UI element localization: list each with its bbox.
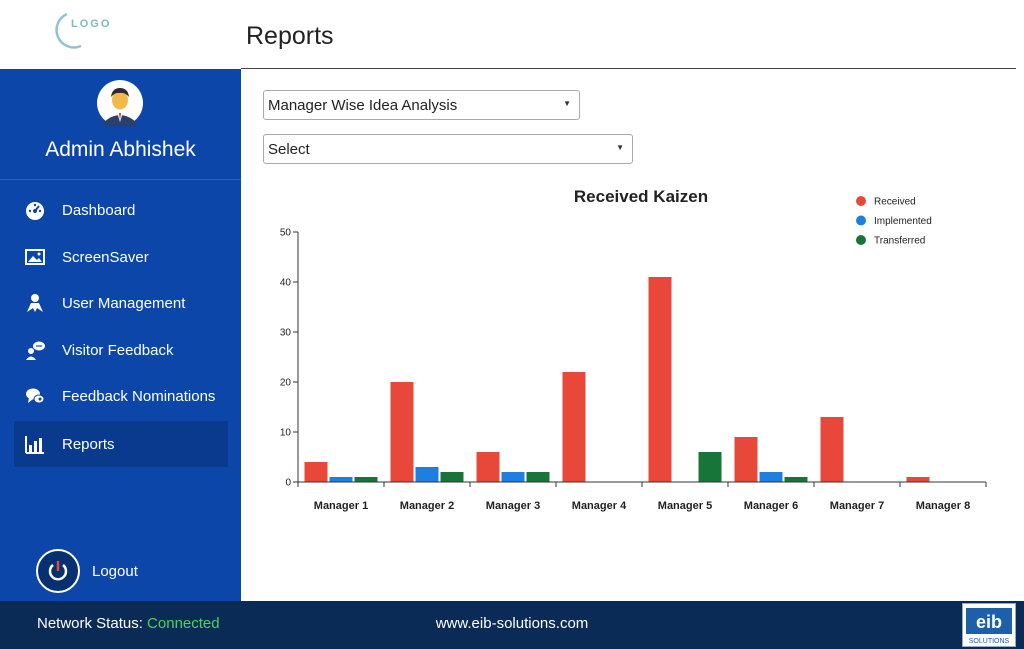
x-tick-label: Manager 5	[658, 500, 712, 512]
chevron-down-icon: ▼	[563, 99, 571, 108]
brand-logo-subtext: SOLUTIONS	[969, 638, 1010, 645]
chevron-down-icon: ▼	[616, 143, 624, 152]
sidebar-item-feedback-nominations[interactable]: Feedback Nominations	[14, 373, 228, 419]
sidebar-item-label: Dashboard	[62, 201, 136, 219]
bar-implemented-1	[329, 477, 353, 482]
report-type-value: Manager Wise Idea Analysis	[268, 96, 458, 114]
x-tick-label: Manager 6	[744, 500, 798, 512]
y-tick-label: 0	[285, 478, 291, 489]
legend-swatch-transferred	[856, 235, 866, 245]
chart-title: Received Kaizen	[574, 187, 708, 206]
sidebar-item-label: User Management	[62, 294, 186, 312]
y-axis: 0 10 20 30 40 50	[280, 228, 299, 489]
logout-button[interactable]: Logout	[36, 549, 138, 593]
x-tick-label: Manager 8	[916, 500, 970, 512]
bar-transferred-2	[440, 472, 464, 482]
x-tick-label: Manager 4	[572, 500, 627, 512]
sidebar-item-user-management[interactable]: User Management	[14, 280, 228, 326]
x-tick-label: Manager 3	[486, 500, 540, 512]
chart-bars	[304, 277, 930, 482]
user-icon	[24, 292, 46, 314]
report-type-select[interactable]: Manager Wise Idea Analysis ▼	[263, 90, 580, 120]
sidebar: Admin Abhishek Dashboard ScreenSaver Use…	[0, 69, 241, 601]
bar-transferred-6	[784, 477, 808, 482]
logo-arc-icon	[55, 12, 82, 49]
eib-logo: eib SOLUTIONS	[962, 603, 1016, 647]
bar-implemented-3	[501, 472, 525, 482]
received-kaizen-chart: Received Kaizen Received Implemented Trans…	[250, 178, 1010, 518]
sidebar-item-reports[interactable]: Reports	[14, 421, 228, 467]
bar-transferred-1	[354, 477, 378, 482]
sidebar-item-visitor-feedback[interactable]: Visitor Feedback	[14, 327, 228, 373]
y-tick-label: 50	[280, 228, 292, 239]
sidebar-item-label: Feedback Nominations	[62, 387, 216, 405]
x-tick-label: Manager 1	[314, 500, 368, 512]
bar-received-8	[906, 477, 930, 482]
x-tick-label: Manager 2	[400, 500, 454, 512]
bar-received-7	[820, 417, 844, 482]
admin-name: Admin Abhishek	[45, 138, 196, 161]
bar-received-5	[648, 277, 672, 482]
logo-text: LOGO	[71, 18, 112, 30]
bar-transferred-5	[698, 452, 722, 482]
sidebar-item-dashboard[interactable]: Dashboard	[14, 187, 228, 233]
x-tick-label: Manager 7	[830, 500, 884, 512]
bar-received-1	[304, 462, 328, 482]
legend-label-transferred: Transferred	[874, 236, 925, 247]
brand-logo-text: eib	[976, 612, 1002, 632]
logout-label: Logout	[92, 562, 138, 580]
bar-received-3	[476, 452, 500, 482]
feedback-icon	[24, 339, 46, 361]
brand-logo-image: eib SOLUTIONS	[964, 605, 1014, 645]
nominations-icon	[24, 385, 46, 407]
network-status: Network Status: Connected	[37, 615, 220, 632]
sidebar-divider	[0, 179, 241, 180]
bar-received-2	[390, 382, 414, 482]
bar-received-6	[734, 437, 758, 482]
website-link[interactable]: www.eib-solutions.com	[435, 615, 589, 632]
sidebar-item-label: ScreenSaver	[62, 248, 149, 266]
legend-swatch-received	[856, 196, 866, 206]
bar-chart-icon	[24, 433, 46, 455]
sidebar-item-label: Visitor Feedback	[62, 341, 174, 359]
app-logo: LOGO	[55, 10, 125, 50]
y-tick-label: 20	[280, 378, 292, 389]
image-icon	[24, 246, 46, 268]
avatar[interactable]	[97, 80, 143, 126]
sidebar-item-label: Reports	[62, 435, 115, 453]
user-avatar-icon	[97, 80, 143, 126]
y-tick-label: 30	[280, 328, 292, 339]
title-divider	[241, 68, 1016, 69]
bar-implemented-6	[759, 472, 783, 482]
dashboard-icon	[24, 199, 46, 221]
power-icon	[36, 549, 80, 593]
legend-label-implemented: Implemented	[874, 216, 932, 227]
sidebar-item-screensaver[interactable]: ScreenSaver	[14, 234, 228, 280]
bar-received-4	[562, 372, 586, 482]
bar-implemented-2	[415, 467, 439, 482]
manager-select[interactable]: Select ▼	[263, 134, 633, 164]
legend-label-received: Received	[874, 197, 916, 208]
page-title: Reports	[246, 22, 334, 50]
network-status-value: Connected	[147, 615, 220, 632]
y-tick-label: 40	[280, 278, 292, 289]
network-status-label: Network Status:	[37, 615, 143, 632]
y-tick-label: 10	[280, 428, 292, 439]
legend-swatch-implemented	[856, 215, 866, 226]
footer: Network Status: Connected www.eib-soluti…	[0, 601, 1024, 649]
x-axis: Manager 1 Manager 2 Manager 3 Manager 4 Mana…	[297, 481, 987, 512]
chart-legend: Received Implemented Transferred	[856, 196, 932, 247]
bar-transferred-3	[526, 472, 550, 482]
manager-select-value: Select	[268, 140, 310, 158]
chart-svg: Received Kaizen Received Implemented Trans…	[280, 187, 987, 512]
